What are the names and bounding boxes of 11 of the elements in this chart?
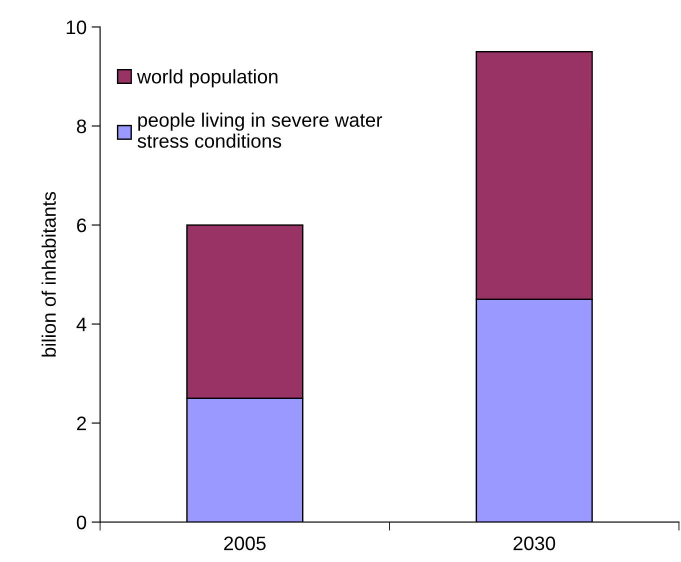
y-tick-label: 10 <box>66 20 86 34</box>
legend-label: world population <box>137 69 278 88</box>
y-tick-label: 2 <box>77 416 86 430</box>
y-tick-label: 4 <box>76 318 86 332</box>
y-tick-label: 0 <box>76 516 86 530</box>
x-tick-label: 2005 <box>224 536 266 550</box>
legend-label: people living in severe water stress conditions <box>138 112 382 148</box>
y-axis-title: bilion of inhabitants <box>42 192 56 357</box>
y-tick-label: 8 <box>76 119 86 134</box>
x-tick-label: 2030 <box>514 536 556 550</box>
y-tick-label: 6 <box>77 218 86 232</box>
